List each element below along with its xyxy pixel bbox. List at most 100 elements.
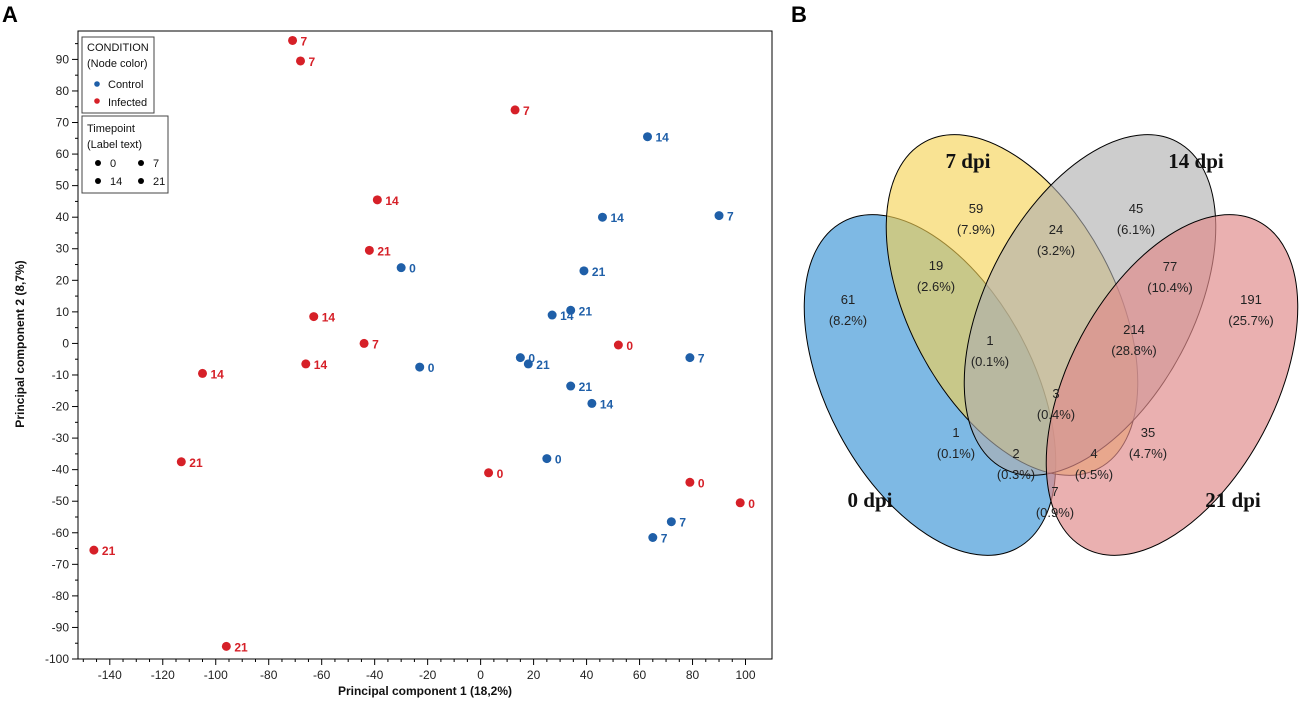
venn-region-count: 1 — [986, 333, 993, 348]
x-tick-label: 100 — [735, 668, 755, 682]
data-point-label: 0 — [555, 453, 562, 467]
data-point-label: 7 — [301, 34, 308, 48]
data-point-infected — [176, 457, 186, 467]
legend-timepoint-title: Timepoint — [87, 123, 135, 135]
axis-ticks: -140 -120 -100 -80 -60 -40 -20 0 20 40 60 80 1009080… — [45, 43, 756, 682]
data-point-control — [566, 381, 576, 391]
x-tick-label: -40 — [366, 668, 384, 682]
x-tick-label: -120 — [151, 668, 175, 682]
y-tick-label: -40 — [52, 463, 70, 477]
venn-region-percent: (0.9%) — [1036, 505, 1074, 520]
venn-region-count: 214 — [1123, 322, 1145, 337]
legend-condition-subtitle: (Node color) — [87, 58, 148, 70]
legend-tp0-marker — [95, 160, 101, 166]
venn-region-count: 4 — [1090, 446, 1097, 461]
data-point-infected — [301, 359, 311, 369]
venn-region-count: 1 — [952, 425, 959, 440]
data-point-label: 14 — [322, 311, 336, 325]
data-point-label: 7 — [698, 352, 705, 366]
data-point-control — [547, 310, 557, 320]
venn-region-percent: (3.2%) — [1037, 243, 1075, 258]
legend-control-label: Control — [108, 79, 143, 91]
data-point-label: 14 — [600, 397, 614, 411]
data-point-label: 21 — [102, 544, 116, 558]
y-tick-label: 90 — [56, 52, 70, 66]
data-point-control — [597, 212, 607, 222]
data-point-infected — [613, 340, 623, 350]
venn-region-count: 2 — [1012, 446, 1019, 461]
y-tick-label: 50 — [56, 179, 70, 193]
legend-tp14-marker — [95, 178, 101, 184]
data-point-control — [714, 211, 724, 221]
data-point-label: 7 — [679, 516, 686, 530]
panel-b-letter: B — [791, 2, 807, 27]
venn-region-percent: (4.7%) — [1129, 446, 1167, 461]
data-point-infected — [89, 545, 99, 555]
legend-infected-label: Infected — [108, 97, 147, 109]
venn-region-count: 191 — [1240, 292, 1262, 307]
data-point-label: 7 — [372, 337, 379, 351]
data-point-control — [579, 266, 589, 276]
y-tick-label: 40 — [56, 210, 70, 224]
legend-tp7-label: 7 — [153, 158, 159, 170]
data-point-infected — [735, 498, 745, 508]
y-tick-label: 20 — [56, 273, 70, 287]
y-tick-label: 70 — [56, 116, 70, 130]
venn-region-percent: (0.3%) — [997, 467, 1035, 482]
panel-a-letter: A — [2, 2, 18, 27]
venn-region-percent: (10.4%) — [1147, 280, 1193, 295]
y-tick-label: -50 — [52, 494, 70, 508]
venn-region-percent: (2.6%) — [917, 279, 955, 294]
data-point-label: 7 — [661, 532, 668, 546]
venn-region-count: 35 — [1141, 425, 1155, 440]
data-point-infected — [309, 312, 319, 322]
x-tick-label: 60 — [633, 668, 647, 682]
legend-tp7-marker — [138, 160, 144, 166]
venn-region-count: 59 — [969, 201, 983, 216]
data-point-control — [666, 517, 676, 527]
y-tick-label: -60 — [52, 526, 70, 540]
x-tick-label: -20 — [419, 668, 437, 682]
data-point-control — [648, 533, 658, 543]
data-point-label: 0 — [497, 467, 504, 481]
data-point-infected — [484, 468, 494, 478]
data-point-infected — [359, 338, 369, 348]
venn-region-percent: (0.4%) — [1037, 407, 1075, 422]
venn-label-14dpi: 14 dpi — [1168, 149, 1224, 173]
legend-condition-title: CONDITION — [87, 42, 149, 54]
data-point-label: 14 — [610, 211, 624, 225]
legend-tp21-label: 21 — [153, 176, 165, 188]
y-tick-label: -70 — [52, 557, 70, 571]
y-axis-label: Principal component 2 (8,7%) — [13, 260, 27, 427]
plot-frame — [77, 30, 773, 660]
venn-label-21dpi: 21 dpi — [1205, 488, 1261, 512]
y-tick-label: -100 — [45, 652, 69, 666]
data-point-label: 0 — [528, 352, 535, 366]
data-point-label: 14 — [560, 309, 574, 323]
x-tick-label: -140 — [98, 668, 122, 682]
data-point-control — [685, 353, 695, 363]
data-point-label: 21 — [377, 244, 391, 258]
y-tick-label: -10 — [52, 368, 70, 382]
x-tick-label: 0 — [477, 668, 484, 682]
x-tick-label: -80 — [260, 668, 278, 682]
data-point-label: 21 — [592, 265, 606, 279]
data-point-control — [643, 132, 653, 142]
legend-infected-marker — [94, 98, 100, 104]
venn-region-percent: (7.9%) — [957, 222, 995, 237]
venn-set-21dpi — [1045, 214, 1299, 556]
legend-timepoint-subtitle: (Label text) — [87, 139, 142, 151]
y-tick-label: -30 — [52, 431, 70, 445]
venn-region-count: 45 — [1129, 201, 1143, 216]
data-point-label: 21 — [234, 640, 248, 654]
data-point-label: 21 — [189, 456, 203, 470]
venn-region-percent: (8.2%) — [829, 313, 867, 328]
y-tick-label: -80 — [52, 589, 70, 603]
data-point-infected — [221, 641, 231, 651]
venn-label-7dpi: 7 dpi — [946, 149, 991, 173]
y-tick-label: 60 — [56, 147, 70, 161]
data-point-label: 7 — [727, 210, 734, 224]
y-tick-label: 10 — [56, 305, 70, 319]
data-point-infected — [296, 56, 306, 66]
